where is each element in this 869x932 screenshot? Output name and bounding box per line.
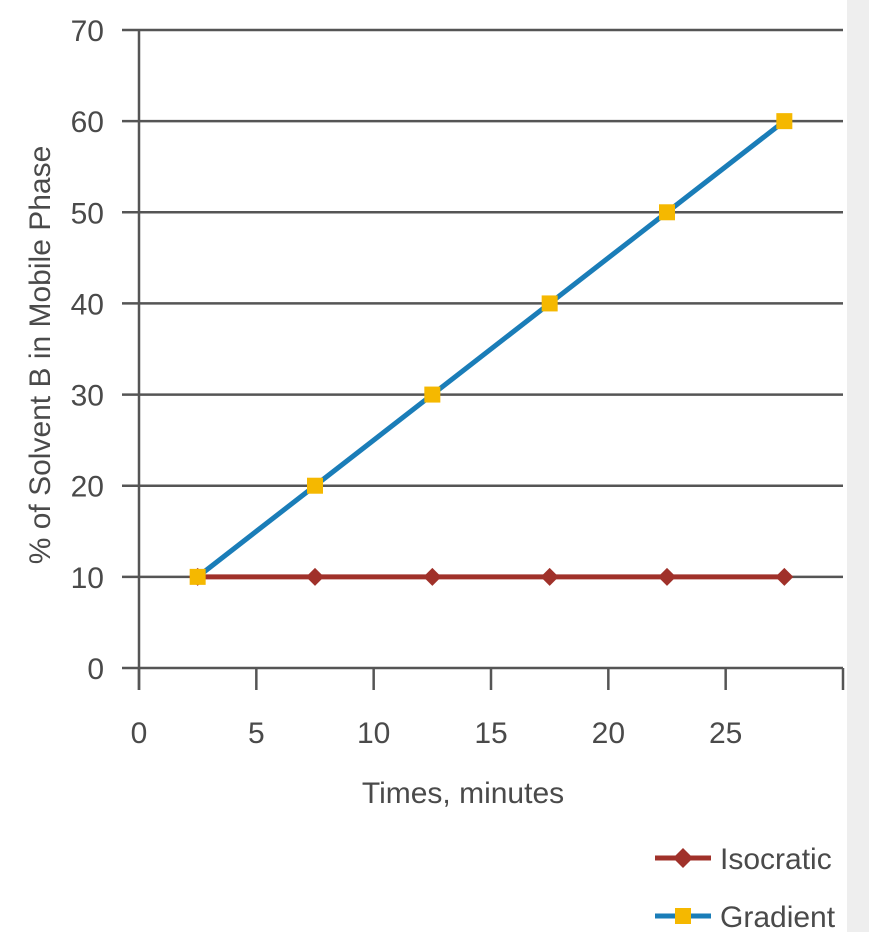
isocratic-point (658, 567, 676, 586)
axes: 0 10 20 30 40 50 60 70 0 5 10 15 20 25 (71, 15, 845, 750)
legend-marker-isocratic (673, 848, 693, 868)
right-edge-strip (847, 0, 869, 932)
y-tick-label: 30 (71, 380, 104, 413)
legend: Isocratic Gradient (655, 843, 836, 932)
series-lines (196, 119, 786, 580)
gradient-point (424, 386, 441, 403)
isocratic-point (423, 567, 442, 586)
x-tick-label: 15 (474, 717, 507, 750)
gradient-point (659, 204, 675, 221)
y-axis-title: % of Solvent B in Mobile Phase (24, 146, 57, 565)
y-tick-label: 0 (87, 653, 104, 686)
series-markers (188, 113, 794, 586)
x-tick-label: 20 (592, 717, 625, 750)
gradient-point (189, 568, 206, 585)
gradient-point (307, 477, 323, 494)
x-tick-label: 10 (357, 717, 390, 750)
legend-label-gradient: Gradient (720, 901, 836, 932)
x-tick-label: 25 (709, 717, 742, 750)
legend-marker-gradient (675, 908, 691, 924)
y-tick-label: 10 (71, 562, 104, 595)
grid-lines (122, 28, 843, 670)
gradient-point (776, 113, 793, 130)
gradient-point (541, 295, 558, 312)
y-tick-label: 50 (71, 197, 104, 230)
y-tick-label: 60 (71, 106, 104, 139)
y-tick-label: 70 (71, 15, 104, 48)
isocratic-point (306, 567, 324, 586)
series-line-gradient (196, 119, 786, 579)
x-tick-label: 5 (248, 717, 265, 750)
legend-label-isocratic: Isocratic (720, 843, 832, 876)
y-tick-label: 40 (71, 288, 104, 321)
y-tick-label: 20 (71, 471, 104, 504)
x-tick-label: 0 (131, 717, 148, 750)
isocratic-point (540, 567, 559, 586)
x-axis-title: Times, minutes (362, 777, 564, 810)
isocratic-point (775, 567, 794, 586)
